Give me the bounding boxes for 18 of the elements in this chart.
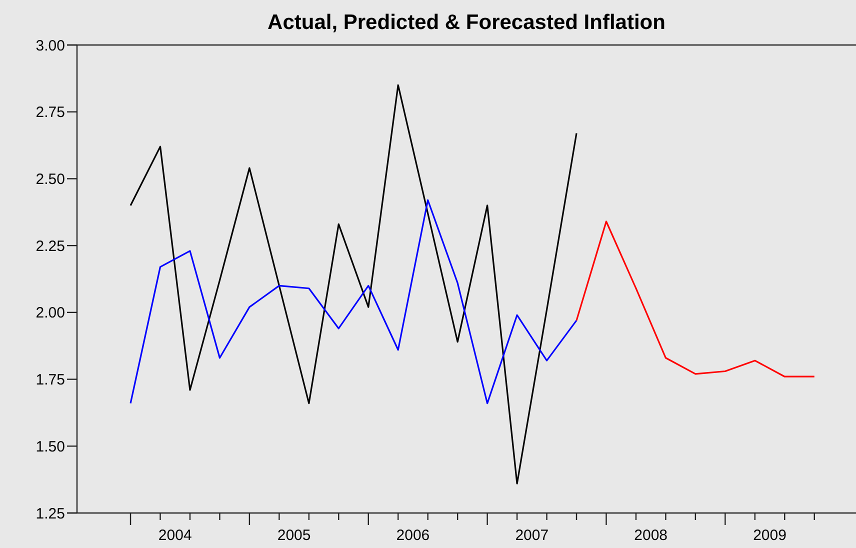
x-tick-label: 2006	[396, 527, 430, 544]
line-series	[130, 84, 578, 484]
line-series	[576, 220, 816, 378]
x-tick-label: 2008	[634, 527, 668, 544]
y-tick-label: 2.75	[36, 104, 65, 122]
y-tick-label: 2.50	[36, 170, 65, 188]
x-tick-label: 2004	[158, 527, 192, 544]
x-tick-label: 2009	[753, 527, 786, 544]
y-tick-label: 1.25	[36, 505, 65, 522]
x-tick-label: 2007	[515, 527, 549, 544]
x-tick-label: 2005	[277, 527, 311, 544]
line-series	[130, 199, 578, 404]
y-tick-label: 3.00	[36, 37, 65, 54]
y-tick-label: 1.50	[36, 438, 65, 456]
y-tick-label: 1.75	[36, 372, 65, 389]
y-tick-label: 2.25	[36, 238, 65, 255]
y-tick-label: 2.00	[36, 304, 65, 322]
chart-title: Actual, Predicted & Forecasted Inflation	[268, 11, 666, 34]
